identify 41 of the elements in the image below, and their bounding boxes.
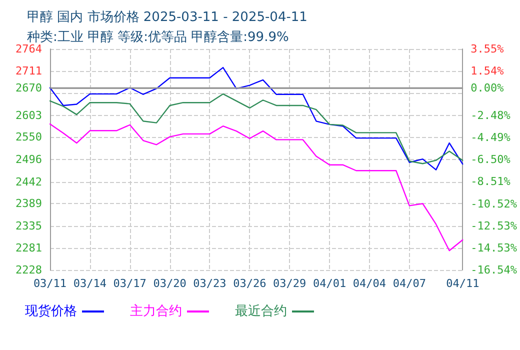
x-tick-label: 04/01	[312, 277, 346, 290]
y2-tick-label: -16.54%	[470, 264, 518, 276]
x-tick-label: 03/23	[193, 277, 226, 290]
x-tick-label: 03/20	[153, 277, 186, 290]
y2-tick-label: 3.55%	[470, 42, 504, 56]
y2-tick-label: 0.00%	[470, 82, 504, 95]
y2-tick-label: -10.52%	[470, 197, 518, 210]
chart-title: 甲醇 国内 市场价格 2025-03-11 - 2025-04-11	[27, 10, 308, 25]
y-tick-label: 2670	[16, 81, 42, 94]
x-tick-label: 03/17	[113, 277, 146, 290]
line-series	[49, 66, 464, 170]
y-tick-label: 2711	[16, 64, 42, 78]
legend-label: 现货价格	[25, 304, 77, 319]
legend-label: 主力合约	[130, 303, 182, 319]
y-tick-label: 2764	[16, 42, 42, 56]
y2-tick-label: -6.50%	[470, 153, 511, 166]
y-tick-label: 2228	[16, 264, 42, 276]
y2-tick-label: -12.53%	[470, 219, 518, 232]
x-tick-label: 03/11	[33, 277, 67, 290]
chart-subtitle: 种类:工业 甲醇 等级:优等品 甲醇含量:99.9%	[27, 30, 289, 45]
y-tick-label: 2389	[16, 197, 42, 210]
y2-tick-label: -8.51%	[470, 175, 511, 188]
x-tick-label: 04/07	[392, 277, 426, 290]
y2-tick-label: -14.53%	[470, 241, 518, 254]
y2-tick-label: -2.48%	[470, 108, 511, 122]
y-tick-label: 2281	[16, 242, 42, 255]
x-tick-label: 03/14	[73, 277, 107, 290]
legend-label: 最近合约	[235, 304, 287, 319]
y2-tick-label: 1.54%	[470, 64, 504, 78]
line-series	[49, 93, 464, 164]
y-tick-label: 2335	[16, 219, 42, 232]
y-tick-label: 2496	[16, 153, 42, 166]
y-tick-label: 2550	[16, 130, 42, 144]
line-series	[49, 123, 464, 252]
x-tick-label: 03/29	[273, 277, 306, 290]
x-tick-label: 03/26	[233, 277, 266, 290]
x-tick-label: 04/04	[352, 277, 386, 290]
x-tick-label: 04/11	[446, 277, 480, 290]
y-tick-label: 2603	[16, 108, 42, 122]
y2-tick-label: -4.49%	[470, 130, 511, 144]
y-tick-label: 2442	[16, 175, 42, 188]
